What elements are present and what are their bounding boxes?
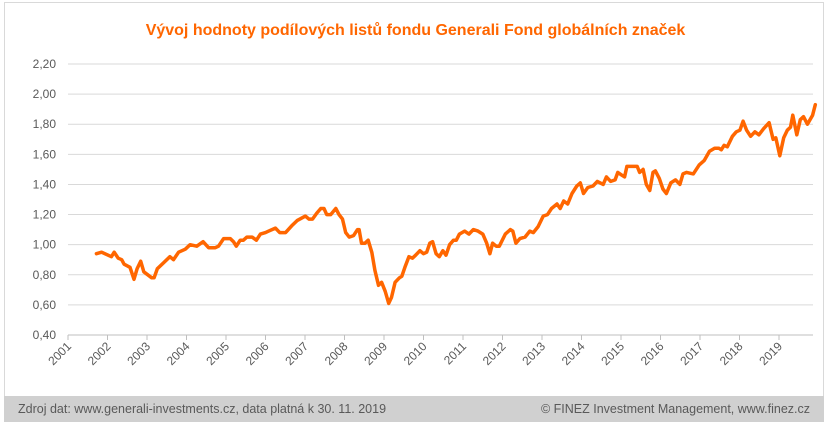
x-tick-label: 2005	[203, 339, 232, 368]
x-tick-label: 2008	[322, 339, 351, 368]
x-tick-label: 2017	[677, 339, 706, 368]
series-line	[94, 102, 818, 306]
x-tick-label: 2004	[164, 339, 193, 368]
y-tick-label: 1,20	[33, 208, 57, 222]
y-tick-label: 1,40	[33, 177, 57, 191]
y-tick-label: 2,20	[33, 57, 57, 71]
x-tick-label: 2013	[519, 339, 548, 368]
y-tick-label: 0,60	[33, 298, 57, 312]
x-tick-label: 2001	[45, 339, 74, 368]
x-tick-label: 2012	[480, 339, 509, 368]
x-tick-label: 2016	[638, 339, 667, 368]
x-tick-label: 2011	[441, 339, 469, 367]
x-tick-label: 2014	[559, 339, 588, 368]
x-tick-label: 2006	[243, 339, 272, 368]
x-tick-label: 2015	[598, 339, 627, 368]
x-tick-label: 2010	[401, 339, 430, 368]
x-tick-label: 2019	[756, 339, 785, 368]
x-tick-label: 2002	[85, 339, 114, 368]
copyright-note: © FINEZ Investment Management, www.finez…	[540, 402, 810, 416]
y-tick-label: 1,80	[33, 117, 57, 131]
source-note: Zdroj dat: www.generali-investments.cz, …	[18, 402, 387, 416]
x-tick-label: 2018	[717, 339, 746, 368]
footer: Zdroj dat: www.generali-investments.cz, …	[4, 396, 824, 422]
x-tick-label: 2007	[282, 339, 311, 368]
y-tick-label: 2,00	[33, 87, 57, 101]
y-tick-label: 1,60	[33, 147, 57, 161]
chart-title: Vývoj hodnoty podílových listů fondu Gen…	[145, 22, 686, 39]
x-tick-label: 2009	[361, 339, 390, 368]
y-tick-label: 0,40	[33, 328, 57, 342]
y-tick-label: 1,00	[33, 238, 57, 252]
x-tick-label: 2003	[124, 339, 153, 368]
y-tick-label: 0,80	[33, 268, 57, 282]
